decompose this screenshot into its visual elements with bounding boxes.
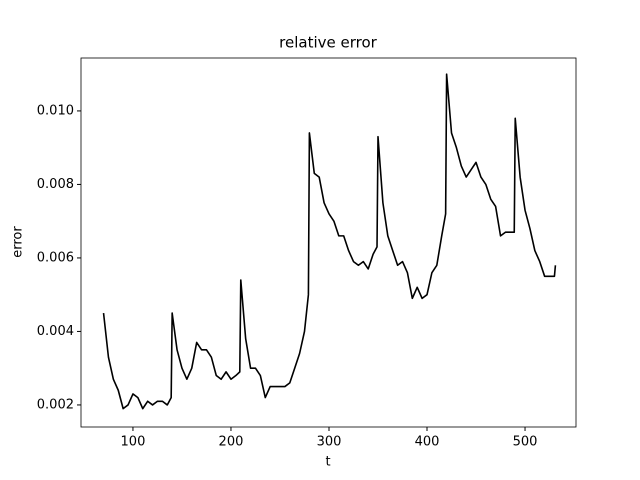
x-tick-label: 300 [317, 435, 342, 450]
x-tick-label: 200 [219, 435, 244, 450]
y-tick-label: 0.010 [37, 103, 74, 118]
series-line [102, 73, 557, 410]
plot-frame [80, 57, 577, 428]
x-tick-label: 500 [513, 435, 538, 450]
x-tick-label: 400 [415, 435, 440, 450]
y-tick-label: 0.006 [37, 250, 74, 265]
y-tick-label: 0.008 [37, 177, 74, 192]
x-tick-label: 100 [121, 435, 146, 450]
y-axis-label: error [11, 226, 26, 258]
x-axis-label: t [325, 455, 330, 470]
y-tick-label: 0.002 [37, 397, 74, 412]
chart-title: relative error [279, 34, 377, 52]
y-tick-label: 0.004 [37, 324, 74, 339]
